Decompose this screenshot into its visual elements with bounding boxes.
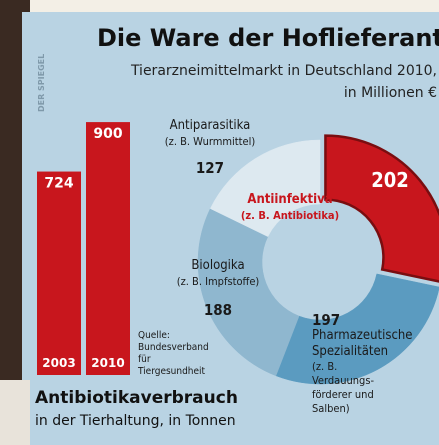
source: Quelle: Bundesverband für Tiergesundheit: [138, 330, 218, 378]
slice-sublabel: (z. B. Antibiotika): [225, 209, 355, 223]
bar: [86, 122, 130, 375]
slice-label: Pharmazeutische Spezialitäten: [312, 328, 439, 360]
watermark: DER SPIEGEL: [37, 54, 46, 112]
slice-sublabel: (z. B. Wurmmittel): [150, 135, 270, 149]
value-label: 724: [44, 176, 73, 192]
unit: in Millionen €: [344, 85, 437, 101]
slice-label: Antiparasitika: [150, 118, 270, 134]
photo-edge-light: [0, 380, 30, 445]
bar: [37, 172, 81, 375]
x-tick-label: 2003: [42, 356, 75, 370]
slice-label: Biologika: [168, 258, 268, 274]
value-label: 188: [168, 302, 268, 318]
value-label: 127: [150, 160, 270, 176]
slice-label: Antiinfektiva: [225, 192, 355, 208]
slice-sublabel: (z. B. Impfstoffe): [168, 275, 268, 289]
bar-subtitle: in der Tierhaltung, in Tonnen: [35, 413, 236, 429]
bar-title: Antibiotikaverbrauch: [35, 388, 238, 408]
infographic: Die Ware der Hoflieferanten Tierarzneimi…: [0, 0, 439, 445]
value-label: 197: [312, 312, 352, 328]
value-label: 900: [93, 126, 122, 142]
chart-title: Die Ware der Hoflieferanten: [97, 24, 439, 52]
chart-subtitle: Tierarzneimittelmarkt in Deutschland 201…: [130, 63, 437, 79]
slice-sublabel: (z. B. Verdauungs-förderer und Salben): [312, 360, 390, 416]
value-label: 202: [360, 172, 420, 188]
x-tick-label: 2010: [91, 356, 124, 370]
